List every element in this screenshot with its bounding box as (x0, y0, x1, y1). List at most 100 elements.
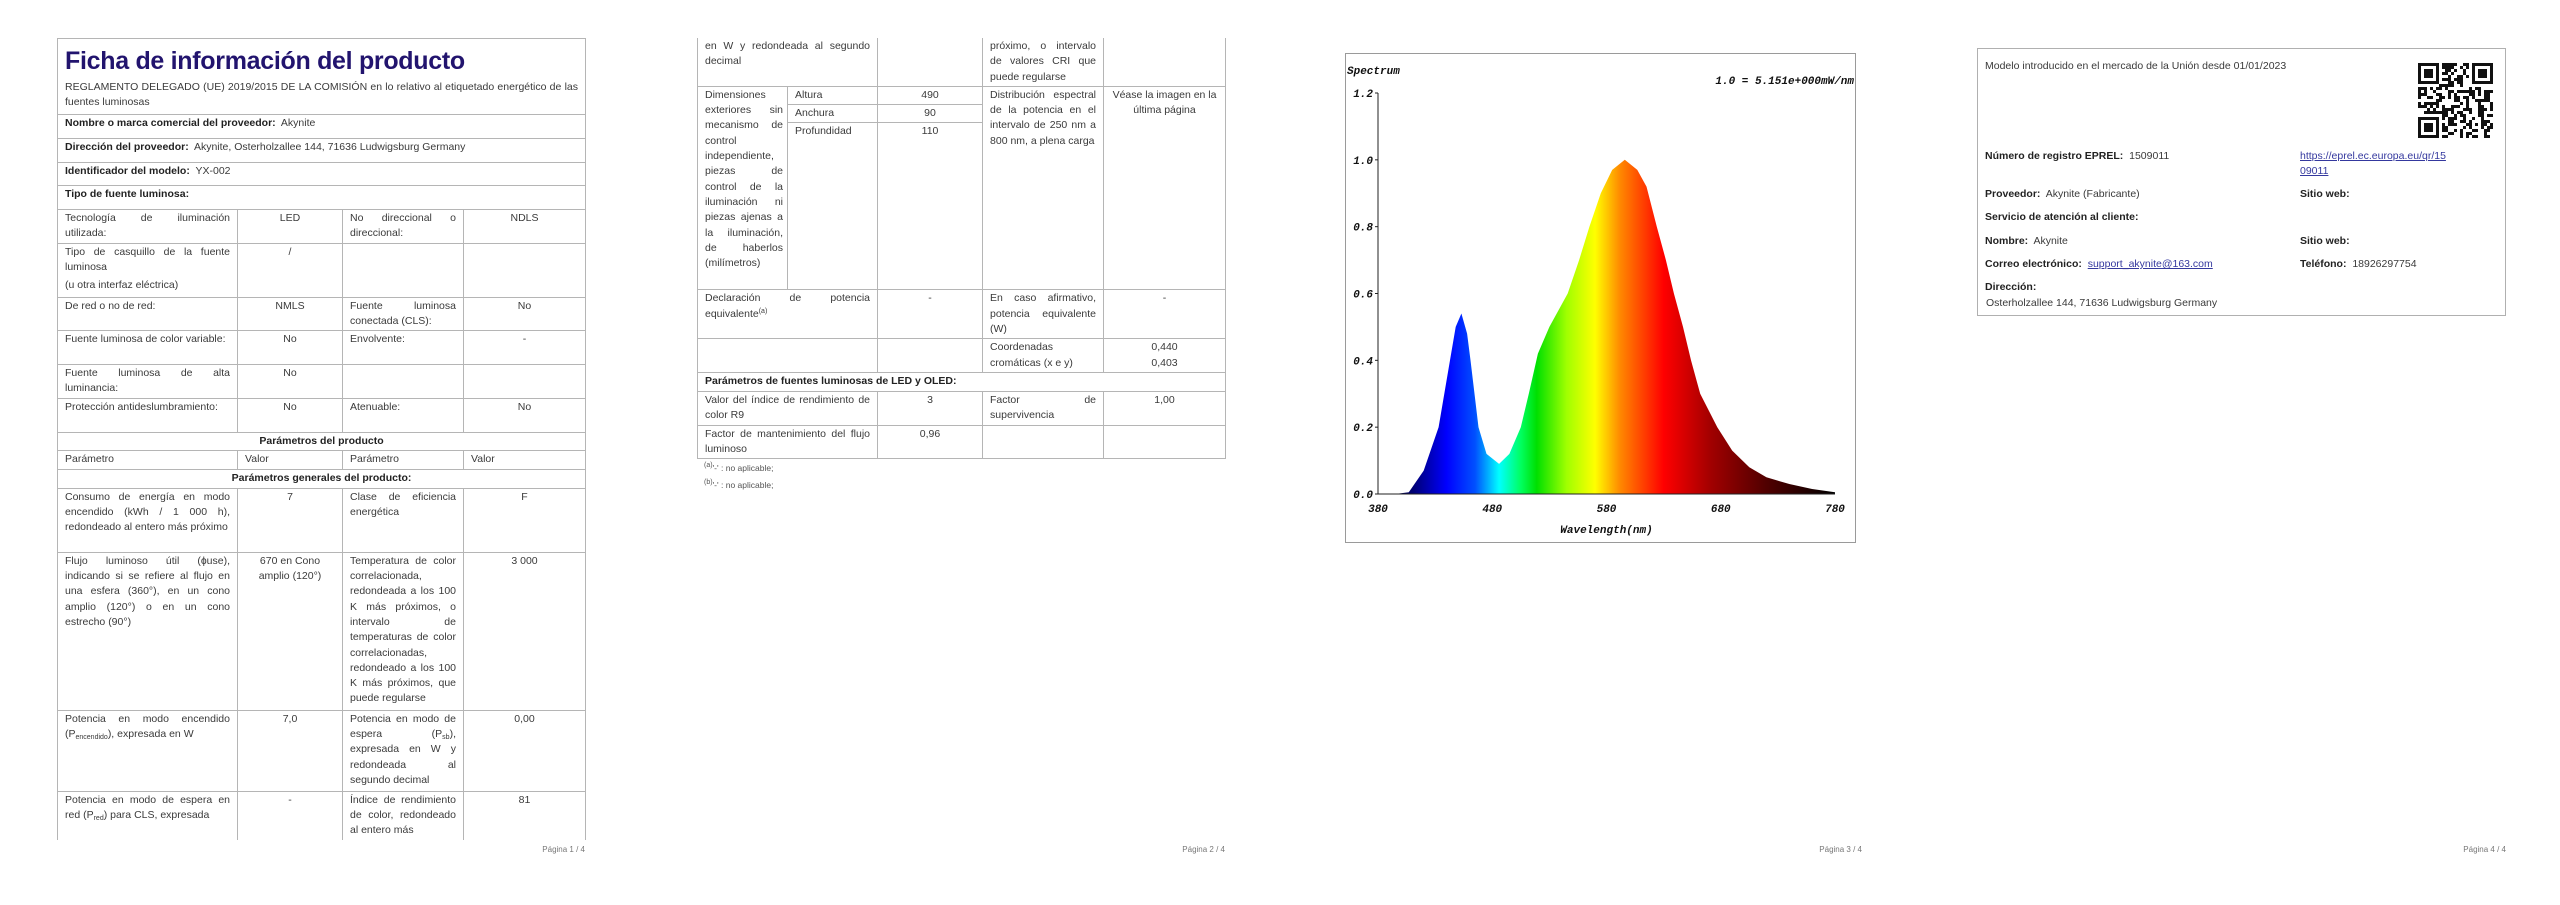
qr-module (2475, 123, 2478, 126)
qr-module (2433, 117, 2436, 120)
table-row: Factor de mantenimiento del flujo lumino… (696, 424, 1227, 460)
customer-service-label: Servicio de atención al cliente: (1985, 211, 2139, 223)
qr-module (2472, 135, 2475, 138)
qr-module (2442, 108, 2445, 111)
qr-module (2460, 102, 2463, 105)
qr-module (2439, 93, 2442, 96)
eprel-link-line[interactable]: 09011 (2300, 165, 2329, 178)
qr-module (2418, 69, 2421, 72)
qr-module (2436, 123, 2439, 126)
qr-module (2460, 120, 2463, 123)
eprel-label: Número de registro EPREL: (1985, 150, 2124, 162)
cell-value: 7 (237, 487, 343, 553)
qr-module (2442, 123, 2445, 126)
text: Declaración de potencia equivalente (705, 292, 871, 320)
cell-value: - (462, 330, 587, 366)
qr-module (2436, 78, 2439, 81)
qr-module (2454, 99, 2457, 102)
qr-code-icon[interactable] (2418, 63, 2493, 138)
cell-label: Factor de mantenimiento del flujo lumino… (696, 424, 879, 460)
cell-label: Consumo de energía en modo encendido (kW… (57, 487, 238, 553)
qr-module (2481, 114, 2484, 117)
qr-module (2454, 96, 2457, 99)
qr-module (2451, 105, 2454, 108)
qr-module (2475, 87, 2478, 90)
qr-module (2460, 114, 2463, 117)
qr-module (2487, 96, 2490, 99)
qr-module (2433, 108, 2436, 111)
page-title: Ficha de información del producto (65, 47, 465, 75)
cell-value: 0,00 (462, 709, 587, 792)
qr-module (2448, 120, 2451, 123)
cell-label: Potencia en modo de espera en red (Pred)… (57, 790, 238, 840)
dim-value: 90 (877, 104, 984, 124)
qr-module (2481, 105, 2484, 108)
qr-module (2478, 72, 2481, 75)
qr-module (2430, 105, 2433, 108)
coord-y: 0,403 (1151, 356, 1178, 369)
qr-module (2436, 111, 2439, 114)
y-tick-label: 1.0 (1353, 156, 1373, 168)
footnote-ref: (a) (758, 307, 768, 315)
spectrum-chart: 0.0 0.2 0.4 0.6 0.8 1.0 1.2 380 480 580 680 780 Spec… (1345, 53, 1856, 543)
qr-module (2424, 123, 2427, 126)
cell-value: - (1103, 289, 1227, 340)
table-row: Consumo de energía en modo encendido (kW… (57, 487, 587, 553)
qr-module (2463, 90, 2466, 93)
qr-module (2457, 81, 2460, 84)
qr-module (2454, 105, 2457, 108)
cell-label: Atenuable: (342, 398, 464, 434)
qr-module (2481, 123, 2484, 126)
qr-module (2454, 123, 2457, 126)
y-axis-label: Spectrum (1347, 66, 1400, 78)
qr-module (2433, 63, 2436, 66)
qr-module (2433, 102, 2436, 105)
qr-module (2484, 93, 2487, 96)
qr-module (2454, 69, 2457, 72)
x-tick-label: 580 (1597, 504, 1617, 516)
footnote: (a)'-' : no aplicable; (697, 459, 1225, 478)
qr-module (2451, 66, 2454, 69)
qr-module (2418, 135, 2421, 138)
qr-module (2448, 69, 2451, 72)
qr-module (2448, 84, 2451, 87)
qr-module (2472, 90, 2475, 93)
column-header: Parámetro (342, 450, 464, 471)
cell-value: - (237, 790, 343, 840)
qr-module (2442, 117, 2445, 120)
cell-value: 3 000 (462, 551, 587, 711)
qr-module (2427, 126, 2430, 129)
eprel-link-line[interactable]: https://eprel.ec.europa.eu/qr/15 (2300, 150, 2446, 162)
qr-module (2490, 90, 2493, 93)
qr-module (2418, 129, 2421, 132)
email-link[interactable]: support_akynite@163.com (2087, 258, 2213, 270)
qr-module (2463, 63, 2466, 66)
eprel-value: 1509011 (2129, 150, 2170, 162)
qr-module (2424, 111, 2427, 114)
cell-label: Fuente luminosa conectada (CLS): (342, 296, 464, 332)
table-row: Coordenadas cromáticas (x e y) 0,440 0,403 (696, 338, 1227, 374)
qr-module (2457, 96, 2460, 99)
eprel-link[interactable]: https://eprel.ec.europa.eu/qr/15 09011 (2300, 149, 2470, 180)
qr-module (2466, 135, 2469, 138)
cell-value (877, 38, 984, 87)
qr-module (2436, 66, 2439, 69)
qr-module (2430, 87, 2433, 90)
qr-module (2445, 69, 2448, 72)
qr-module (2448, 66, 2451, 69)
qr-module (2442, 63, 2445, 66)
cell-value (462, 364, 587, 400)
qr-module (2481, 69, 2484, 72)
cell-value (1103, 38, 1227, 87)
column-header: Parámetro (57, 450, 238, 471)
qr-module (2427, 135, 2430, 138)
qr-module (2466, 90, 2469, 93)
qr-module (2469, 93, 2472, 96)
qr-module (2457, 99, 2460, 102)
qr-module (2418, 117, 2421, 120)
qr-module (2487, 135, 2490, 138)
qr-module (2454, 129, 2457, 132)
qr-module (2442, 111, 2445, 114)
cap-type-note: (u otra interfaz eléctrica) (65, 279, 179, 292)
qr-module (2478, 102, 2481, 105)
